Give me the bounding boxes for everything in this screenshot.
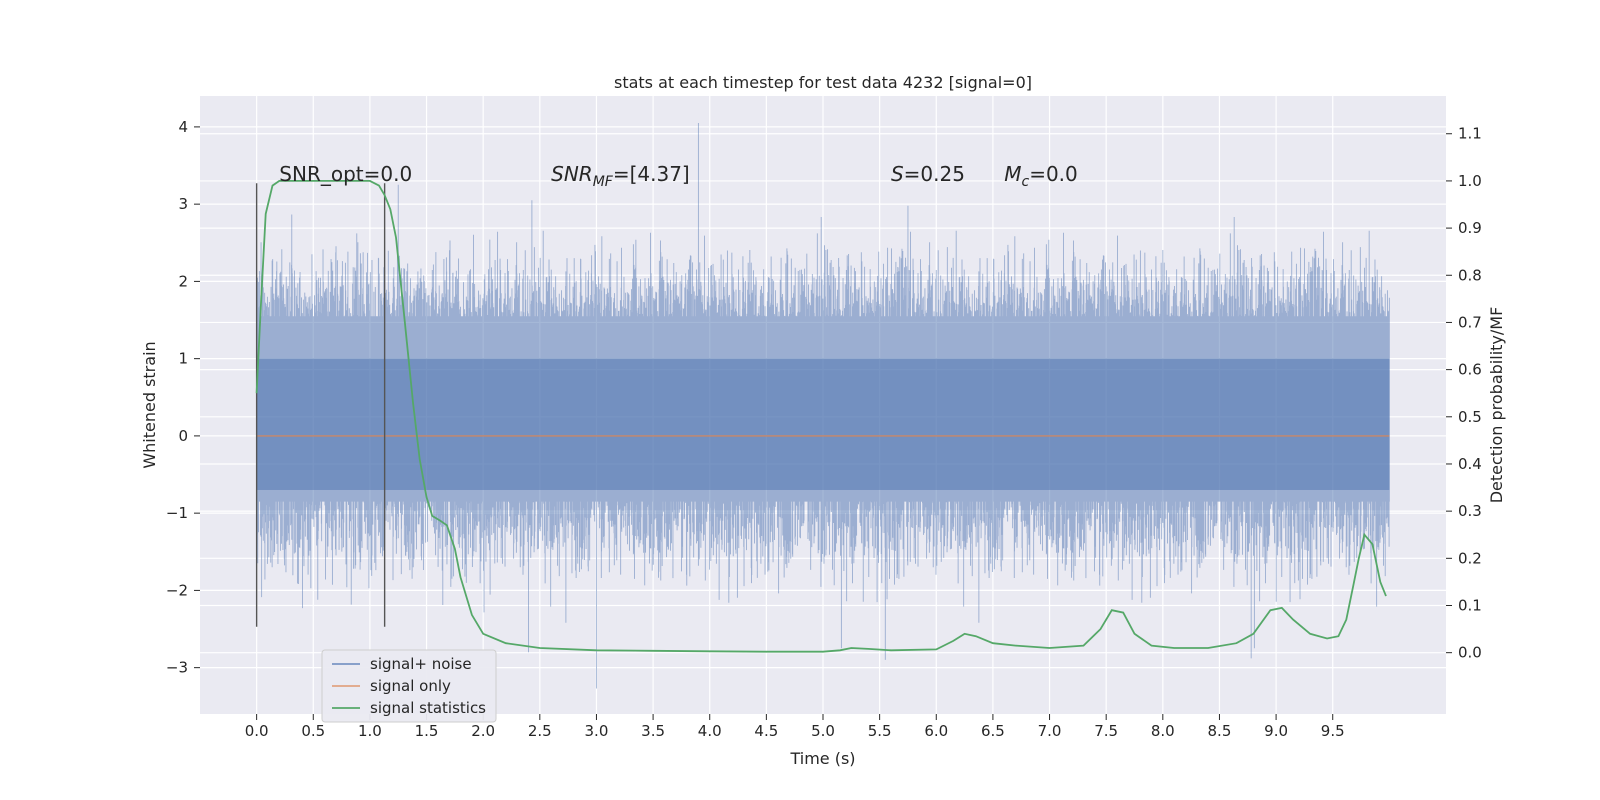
y2-tick-label: 0.0 bbox=[1458, 644, 1482, 662]
x-tick-label: 6.0 bbox=[924, 722, 948, 740]
annotation-text: S=0.25 bbox=[891, 162, 965, 186]
x-tick-label: 3.5 bbox=[641, 722, 665, 740]
signal-statistics-series bbox=[255, 179, 1387, 653]
annotation-text: SNRMF=[4.37] bbox=[551, 162, 690, 190]
chart-title: stats at each timestep for test data 423… bbox=[614, 73, 1032, 92]
y2-tick-label: 0.3 bbox=[1458, 502, 1482, 520]
annotation-part: =0.25 bbox=[904, 162, 965, 186]
y2-tick-label: 1.0 bbox=[1458, 172, 1482, 190]
y-axis-label: Whitened strain bbox=[140, 341, 159, 468]
x-tick-label: 2.0 bbox=[471, 722, 495, 740]
annotation-part: =0.0 bbox=[1029, 162, 1078, 186]
legend-label: signal statistics bbox=[370, 699, 486, 717]
annotation-part: =[4.37] bbox=[613, 162, 690, 186]
y-tick-label: −3 bbox=[166, 659, 188, 677]
legend: signal+ noise signal only signal statistic… bbox=[321, 649, 497, 723]
y2-axis-label: Detection probability/MF bbox=[1487, 307, 1506, 504]
y-tick-label: 0 bbox=[178, 427, 188, 445]
y2-tick-label: 0.5 bbox=[1458, 408, 1482, 426]
annotation-part: SNR bbox=[551, 162, 593, 186]
x-tick-label: 9.0 bbox=[1264, 722, 1288, 740]
annotations: SNR_opt=0.0 SNRMF=[4.37] S=0.25 Mc=0.0 bbox=[279, 162, 1077, 190]
annotation-part: SNR_opt=0.0 bbox=[279, 162, 412, 186]
x-tick-label: 0.0 bbox=[245, 722, 269, 740]
legend-box bbox=[321, 649, 497, 723]
annotation-part: c bbox=[1022, 174, 1030, 190]
y2-tick-label: 0.1 bbox=[1458, 596, 1482, 614]
series-layer bbox=[255, 123, 1390, 689]
x-tick-label: 6.5 bbox=[981, 722, 1005, 740]
y-tick-label: 2 bbox=[178, 272, 188, 290]
x-tick-label: 1.5 bbox=[415, 722, 439, 740]
annotation-part: MF bbox=[593, 174, 614, 190]
y2-tick-label: 0.6 bbox=[1458, 361, 1482, 379]
annotation-text: SNR_opt=0.0 bbox=[279, 162, 412, 186]
x-tick-label: 9.5 bbox=[1321, 722, 1345, 740]
axes: 0.0 0.5 1.0 1.5 2.0 2.5 3.0 3.5 4.0 4.5 5.0 5.5 6.0 6… bbox=[166, 118, 1482, 740]
x-tick-label: 4.5 bbox=[754, 722, 778, 740]
y-tick-label: 3 bbox=[178, 195, 188, 213]
y-tick-label: 4 bbox=[178, 118, 188, 136]
legend-label: signal+ noise bbox=[370, 655, 472, 673]
x-tick-label: 2.5 bbox=[528, 722, 552, 740]
x-tick-label: 8.5 bbox=[1208, 722, 1232, 740]
y-tick-label: −1 bbox=[166, 504, 188, 522]
x-tick-label: 7.0 bbox=[1038, 722, 1062, 740]
y2-tick-label: 0.8 bbox=[1458, 266, 1482, 284]
y2-tick-label: 0.7 bbox=[1458, 313, 1482, 331]
x-tick-label: 0.5 bbox=[301, 722, 325, 740]
y-tick-label: 1 bbox=[178, 350, 188, 368]
legend-label: signal only bbox=[370, 677, 451, 695]
x-axis-label: Time (s) bbox=[789, 749, 855, 768]
x-tick-label: 5.0 bbox=[811, 722, 835, 740]
y2-tick-label: 1.1 bbox=[1458, 125, 1482, 143]
annotation-part: M bbox=[1004, 162, 1021, 186]
y2-tick-label: 0.9 bbox=[1458, 219, 1482, 237]
y2-tick-label: 0.2 bbox=[1458, 549, 1482, 567]
x-tick-label: 7.5 bbox=[1094, 722, 1118, 740]
y2-tick-label: 0.4 bbox=[1458, 455, 1482, 473]
x-tick-label: 8.0 bbox=[1151, 722, 1175, 740]
y-tick-label: −2 bbox=[166, 581, 188, 599]
annotation-part: S bbox=[891, 162, 904, 186]
annotation-text: Mc=0.0 bbox=[1004, 162, 1078, 190]
x-tick-label: 3.0 bbox=[585, 722, 609, 740]
x-tick-label: 4.0 bbox=[698, 722, 722, 740]
x-tick-label: 5.5 bbox=[868, 722, 892, 740]
x-tick-label: 1.0 bbox=[358, 722, 382, 740]
